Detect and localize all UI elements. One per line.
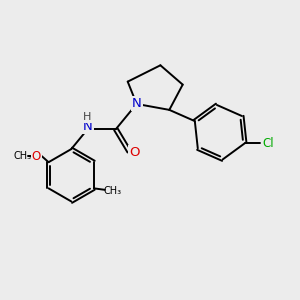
Text: Cl: Cl [262,137,274,150]
Text: N: N [132,98,142,110]
Text: CH₃: CH₃ [103,186,122,196]
Text: O: O [32,150,41,163]
Text: CH₃: CH₃ [14,151,32,161]
Text: N: N [83,120,92,133]
Text: H: H [83,112,91,122]
Text: O: O [129,146,140,159]
